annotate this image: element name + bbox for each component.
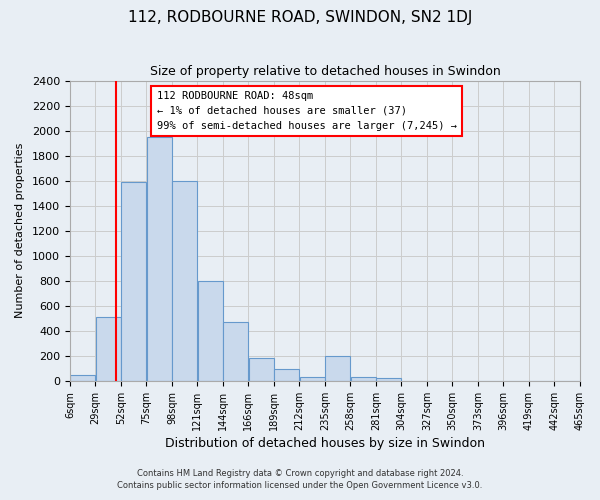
Text: Contains HM Land Registry data © Crown copyright and database right 2024.
Contai: Contains HM Land Registry data © Crown c… [118, 468, 482, 490]
Text: 112 RODBOURNE ROAD: 48sqm
← 1% of detached houses are smaller (37)
99% of semi-d: 112 RODBOURNE ROAD: 48sqm ← 1% of detach… [157, 91, 457, 130]
Bar [96, 317, 121, 381]
Bar [325, 356, 350, 381]
Bar [121, 182, 146, 381]
Bar [172, 180, 197, 381]
Bar [249, 358, 274, 381]
Bar [70, 374, 95, 381]
Bar [300, 376, 325, 381]
Title: Size of property relative to detached houses in Swindon: Size of property relative to detached ho… [149, 65, 500, 78]
Bar [198, 281, 223, 381]
Bar [223, 322, 248, 381]
Bar [376, 378, 401, 381]
X-axis label: Distribution of detached houses by size in Swindon: Distribution of detached houses by size … [165, 437, 485, 450]
Bar [351, 377, 376, 381]
Y-axis label: Number of detached properties: Number of detached properties [15, 143, 25, 318]
Bar [274, 369, 299, 381]
Text: 112, RODBOURNE ROAD, SWINDON, SN2 1DJ: 112, RODBOURNE ROAD, SWINDON, SN2 1DJ [128, 10, 472, 25]
Bar [147, 137, 172, 381]
